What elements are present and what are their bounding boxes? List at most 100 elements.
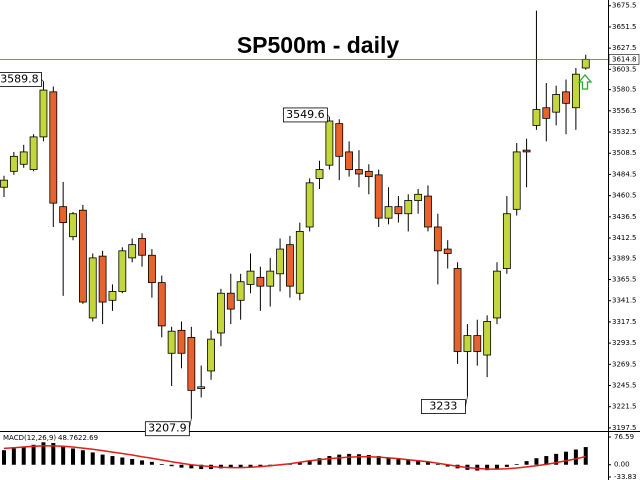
macd-histogram-bar bbox=[61, 445, 66, 465]
candle-body bbox=[286, 244, 294, 287]
macd-title: MACD(12,26,9) bbox=[3, 434, 56, 442]
macd-histogram-bar bbox=[11, 448, 16, 465]
macd-histogram-bar bbox=[376, 456, 381, 465]
candle-body bbox=[157, 282, 166, 327]
y-tick-label: 3603.5 bbox=[612, 65, 637, 73]
macd-histogram-bar bbox=[149, 461, 154, 465]
candle-body bbox=[9, 155, 18, 172]
macd-histogram-bar bbox=[504, 464, 509, 467]
candle-body bbox=[453, 268, 462, 352]
price-panel: 3675.5 3651.5 3627.5 3603.5 3580.5 3556.5 3532… bbox=[0, 2, 640, 437]
y-tick-label: 3651.5 bbox=[612, 23, 637, 31]
y-tick-label: 3508.5 bbox=[612, 149, 637, 157]
candle-body bbox=[414, 193, 423, 201]
swing-label-box bbox=[0, 72, 42, 87]
y-tick-label: 3341.5 bbox=[612, 297, 637, 305]
macd-histogram-bar bbox=[406, 459, 411, 465]
candle-body bbox=[483, 321, 492, 356]
swing-label-box bbox=[144, 421, 190, 437]
macd-histogram-bar bbox=[327, 456, 332, 465]
macd-signal-value: 22.69 bbox=[78, 434, 98, 442]
candle-body bbox=[562, 91, 570, 104]
macd-histogram-bar bbox=[544, 456, 549, 465]
candle-body bbox=[98, 255, 107, 303]
macd-histogram-bar bbox=[445, 464, 450, 467]
candle-body bbox=[276, 248, 284, 275]
macd-y-tick-label: 0.00 bbox=[614, 461, 630, 469]
swing-label: 3589.8 bbox=[0, 72, 39, 85]
macd-histogram-bar bbox=[189, 464, 194, 469]
swing-label: 3207.9 bbox=[148, 422, 187, 435]
macd-histogram-bar bbox=[31, 444, 36, 465]
macd-histogram-bar bbox=[100, 454, 105, 465]
y-tick-label: 3197.5 bbox=[612, 424, 637, 432]
macd-histogram-bar bbox=[347, 453, 352, 465]
swing-label: 3549.6 bbox=[286, 108, 325, 121]
candle-body bbox=[39, 89, 48, 138]
swing-label: 3233 bbox=[429, 400, 457, 413]
candle-body bbox=[305, 182, 314, 228]
candle-body bbox=[177, 329, 186, 354]
macd-histogram-bar bbox=[120, 457, 125, 465]
candle-body bbox=[167, 330, 176, 354]
macd-histogram-bar bbox=[554, 453, 559, 465]
macd-histogram-bar bbox=[534, 458, 539, 465]
candle-body bbox=[433, 226, 442, 252]
macd-histogram-bar bbox=[80, 450, 85, 465]
candle-body bbox=[493, 270, 501, 319]
macd-histogram-bar bbox=[140, 460, 145, 465]
macd-histogram-bar bbox=[228, 464, 233, 469]
macd-histogram-bar bbox=[159, 464, 164, 465]
y-tick-label: 3484.5 bbox=[612, 170, 637, 178]
candle-body bbox=[384, 206, 393, 219]
y-tick-label: 3293.5 bbox=[612, 339, 637, 347]
macd-histogram-bar bbox=[495, 464, 499, 470]
macd-histogram-bar bbox=[238, 464, 243, 468]
candle-body bbox=[0, 179, 8, 188]
macd-histogram-bar bbox=[425, 461, 430, 465]
macd-histogram-bar bbox=[583, 447, 588, 465]
candle-body bbox=[59, 206, 68, 223]
swing-label-box bbox=[282, 107, 328, 123]
y-tick-label: 3436.5 bbox=[612, 213, 637, 221]
current-price-label: 3614.8 bbox=[612, 55, 637, 63]
candle-body bbox=[118, 250, 127, 292]
candle-body bbox=[226, 292, 235, 310]
candle-body bbox=[404, 200, 413, 215]
current-price-box bbox=[608, 54, 640, 65]
macd-histogram-bar bbox=[90, 452, 95, 465]
candle-body bbox=[88, 257, 97, 319]
macd-histogram-bar bbox=[514, 464, 519, 465]
y-tick-label: 3532.5 bbox=[612, 128, 637, 136]
candle-body bbox=[512, 151, 521, 210]
candle-body bbox=[532, 109, 541, 126]
candle-body bbox=[69, 213, 77, 238]
candle-body bbox=[374, 174, 383, 219]
candle-body bbox=[443, 248, 452, 254]
y-tick-label: 3389.5 bbox=[612, 254, 637, 262]
macd-histogram-bar bbox=[21, 446, 26, 465]
candle-body bbox=[542, 107, 551, 119]
macd-histogram-bar bbox=[179, 464, 184, 468]
candle-body bbox=[49, 91, 58, 204]
y-tick-label: 3317.5 bbox=[612, 318, 637, 326]
candle-body bbox=[581, 58, 590, 69]
macd-histogram-bar bbox=[2, 450, 6, 465]
macd-histogram-bar bbox=[199, 464, 204, 470]
candle-body bbox=[217, 292, 225, 334]
macd-histogram-bar bbox=[416, 460, 421, 465]
macd-histogram-bar bbox=[258, 464, 263, 467]
y-tick-label: 3221.5 bbox=[612, 403, 637, 411]
candle-body bbox=[325, 120, 334, 166]
candle-body bbox=[355, 169, 363, 175]
macd-histogram-bar bbox=[435, 464, 440, 465]
candle-body bbox=[207, 338, 215, 372]
candle-body bbox=[502, 213, 511, 269]
macd-histogram-bar bbox=[51, 443, 56, 465]
candle-body bbox=[335, 123, 344, 157]
macd-histogram-bar bbox=[366, 454, 371, 465]
y-tick-label: 3675.5 bbox=[612, 2, 637, 10]
macd-histogram-bar bbox=[356, 454, 361, 465]
candle-body bbox=[147, 254, 156, 284]
